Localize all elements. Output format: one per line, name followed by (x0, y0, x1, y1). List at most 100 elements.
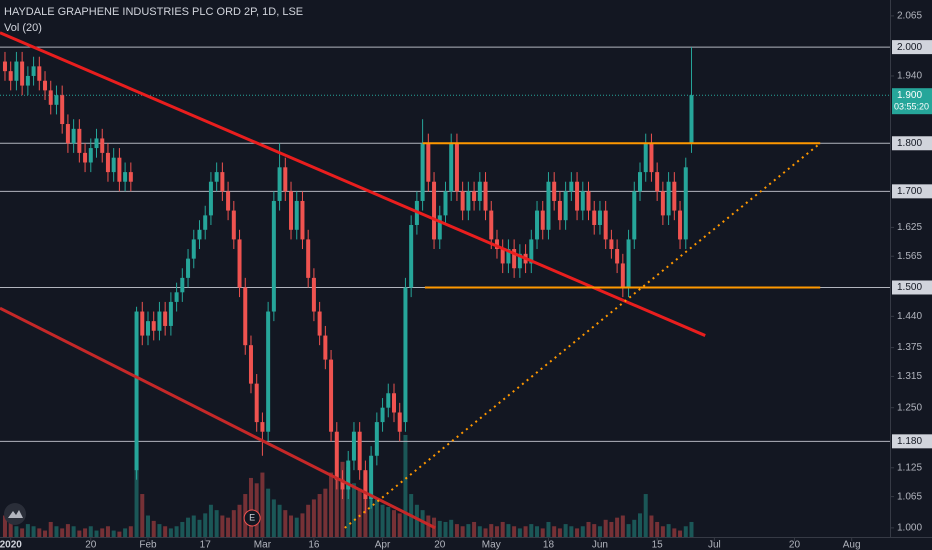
candle-body (208, 181, 213, 216)
volume-bar (208, 504, 213, 537)
volume-bar (60, 528, 65, 537)
candle-body (552, 181, 557, 201)
volume-bar (592, 524, 597, 537)
volume-bar (300, 513, 305, 537)
volume-bar (494, 526, 499, 537)
candle-body (123, 172, 128, 182)
volume-bar (615, 517, 620, 537)
candle-body (323, 335, 328, 360)
y-tick-label: 2.065 (897, 11, 922, 22)
volume-bar (397, 513, 402, 537)
candle-body (592, 210, 597, 225)
volume-bar (489, 524, 494, 537)
candle-body (466, 191, 471, 211)
candle-body (649, 143, 654, 173)
volume-bar (151, 520, 156, 537)
volume-bar (226, 517, 231, 537)
volume-bar (105, 526, 110, 537)
candle-body (237, 239, 242, 288)
volume-bar (237, 504, 242, 537)
candle-body (71, 128, 76, 144)
volume-bar (454, 524, 459, 537)
volume-bar (632, 519, 637, 537)
candle-body (546, 181, 551, 230)
candle-body (374, 422, 379, 456)
volume-bar (48, 521, 53, 537)
candle-body (306, 239, 311, 278)
volume-bar (203, 513, 208, 537)
volume-bar (500, 521, 505, 537)
volume-bar (557, 528, 562, 537)
candle-body (174, 292, 179, 302)
volume-bar (334, 477, 339, 537)
volume-bar (660, 526, 665, 537)
candle-body (220, 172, 225, 192)
volume-bar (140, 494, 145, 537)
candle-body (391, 393, 396, 413)
volume-bar (65, 524, 70, 537)
volume-bar (260, 472, 265, 537)
chart-title: HAYDALE GRAPHENE INDUSTRIES PLC ORD 2P, … (4, 6, 303, 18)
candle-body (43, 80, 48, 91)
candle-body (672, 181, 677, 211)
candle-body (506, 249, 511, 264)
candle-body (54, 95, 59, 105)
volume-bar (477, 526, 482, 537)
candle-body (494, 239, 499, 250)
candle-body (168, 301, 173, 326)
level-label: 2.000 (897, 42, 922, 53)
candle-body (20, 61, 25, 86)
candle-body (191, 239, 196, 259)
volume-bar (157, 524, 162, 537)
volume-bar (637, 513, 642, 537)
last-price-box (892, 88, 932, 115)
event-label: E (249, 512, 255, 522)
candle-body (683, 167, 688, 240)
volume-bar (546, 521, 551, 537)
candle-body (655, 172, 660, 192)
volume-bar (214, 510, 219, 537)
candle-body (105, 152, 110, 173)
volume-bar (231, 510, 236, 537)
volume-bar (437, 520, 442, 537)
x-tick-label: 15 (652, 540, 664, 550)
volume-bar (369, 494, 374, 537)
volume-bar (77, 530, 82, 537)
volume-bar (168, 528, 173, 537)
x-tick-label: 18 (543, 540, 555, 550)
level-label-box (892, 280, 932, 295)
candle-body (449, 143, 454, 192)
x-tick-label: 20 (434, 540, 446, 550)
candle-body (409, 224, 414, 288)
candle-body (500, 249, 505, 264)
volume-bar (180, 521, 185, 537)
y-tick-label: 1.565 (897, 251, 922, 262)
candle-body (214, 172, 219, 182)
volume-bar (220, 515, 225, 537)
y-tick-label: 1.065 (897, 491, 922, 502)
candle-body (128, 172, 133, 182)
candle-body (397, 412, 402, 432)
candle-body (283, 167, 288, 192)
volume-bar (552, 526, 557, 537)
candle-body (340, 479, 345, 490)
volume-bar (128, 526, 133, 537)
candle-body (289, 191, 294, 230)
volume-bar (71, 526, 76, 537)
volume-bar (517, 528, 522, 537)
volume-bar (580, 526, 585, 537)
candle-body (254, 383, 259, 423)
volume-bar (672, 528, 677, 537)
candle-body (266, 311, 271, 432)
candle-body (277, 167, 282, 201)
candle-body (248, 345, 253, 384)
candle-body (111, 157, 116, 173)
volume-bar (174, 526, 179, 537)
volume-bar (386, 506, 391, 537)
candle-body (60, 95, 65, 125)
candle-body (140, 311, 145, 336)
volume-bar (311, 499, 316, 537)
candle-body (569, 181, 574, 192)
x-tick-label: 17 (200, 540, 212, 550)
